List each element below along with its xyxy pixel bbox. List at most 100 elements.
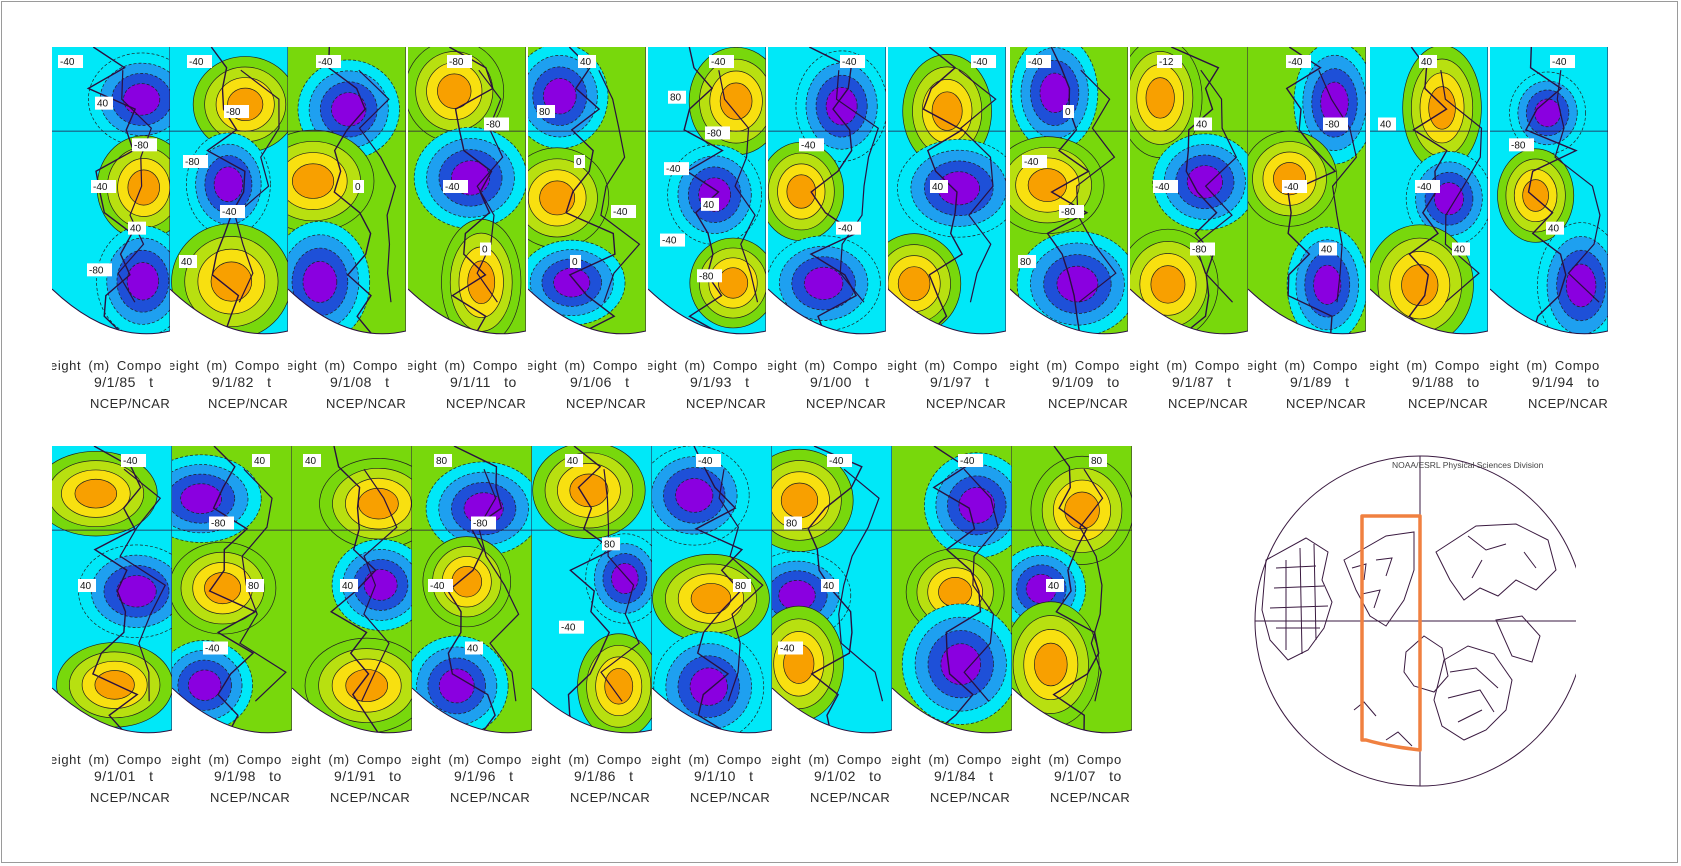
caption-variable: eight (m) Compo — [532, 752, 642, 767]
panel-caption: eight (m) Compo 9/1/09 to NCEP/NCAR — [1010, 358, 1128, 420]
contour-label-box — [428, 579, 453, 592]
positive-anomaly-contour — [718, 267, 749, 299]
contour-label: -80 — [134, 140, 149, 151]
panel-caption: eight (m) Compo 9/1/07 to NCEP/NCAR — [1012, 752, 1132, 814]
panel-caption: eight (m) Compo 9/1/97 t NCEP/NCAR — [888, 358, 1006, 420]
positive-anomaly-contour — [897, 266, 931, 302]
coastline — [208, 446, 257, 733]
caption-date: 9/1/00 — [810, 374, 852, 390]
contour-label-box — [78, 579, 96, 592]
contour-label: 40 — [1196, 120, 1208, 131]
contour-label-box — [660, 233, 685, 247]
positive-anomaly-contour — [74, 478, 118, 509]
negative-anomaly-contour — [1320, 81, 1349, 125]
map-boundary — [528, 47, 646, 335]
contour-label: -40 — [60, 57, 75, 68]
caption-source: NCEP/NCAR — [1528, 396, 1608, 411]
coastline — [1318, 69, 1357, 303]
caption-source: NCEP/NCAR — [1048, 396, 1128, 411]
caption-date-line: 9/1/85 t — [94, 374, 154, 390]
caption-date-tail: t — [267, 374, 272, 390]
contour-label: 80 — [786, 519, 798, 530]
caption-date: 9/1/88 — [1412, 374, 1454, 390]
contour-label: -80 — [1192, 245, 1207, 256]
map-boundary — [52, 446, 172, 734]
coastline — [922, 47, 964, 334]
caption-variable: eight (m) Compo — [52, 752, 162, 767]
caption-date: 9/1/91 — [334, 768, 376, 784]
contour-label-box — [1194, 117, 1212, 131]
contour-label: -80 — [211, 519, 226, 530]
caption-date-line: 9/1/11 to — [450, 374, 517, 390]
anomaly-map: -40 40 -80 -40 40 -80 — [52, 47, 170, 335]
coastline — [958, 69, 997, 303]
contour-label: -40 — [838, 224, 853, 235]
caption-variable: eight (m) Compo — [1012, 752, 1122, 767]
anomaly-map: -40 0 -40 -80 80 — [1010, 47, 1128, 335]
caption-date-line: 9/1/87 t — [1172, 374, 1232, 390]
contour-label: -40 — [666, 164, 681, 175]
panel-caption: eight (m) Compo 9/1/08 t NCEP/NCAR — [288, 358, 406, 420]
map-boundary — [1012, 446, 1132, 734]
contour-label-box — [1022, 155, 1047, 168]
contour-label: -40 — [123, 456, 138, 467]
map-boundary — [1130, 47, 1248, 335]
contour-label-box — [930, 180, 948, 193]
caption-date-tail: to — [504, 374, 517, 390]
contour-label-box — [827, 454, 852, 467]
contour-label-box — [1452, 242, 1470, 256]
contour-label: -40 — [613, 207, 628, 218]
contour-label: 80 — [436, 456, 448, 467]
caption-date-line: 9/1/00 t — [810, 374, 870, 390]
anomaly-map: 40 40 — [292, 446, 412, 734]
contour-label: -40 — [561, 623, 576, 634]
contour-label: 0 — [1065, 107, 1071, 118]
contour-label: -80 — [226, 107, 241, 118]
contour-label-box — [209, 516, 234, 530]
panel-caption: eight (m) Compo 9/1/85 t NCEP/NCAR — [52, 358, 170, 420]
contour-label: 40 — [1421, 57, 1433, 68]
anomaly-map: -40 80 — [652, 446, 772, 734]
negative-anomaly-contour — [1434, 182, 1464, 216]
contour-label: -40 — [973, 57, 988, 68]
caption-date-tail: to — [389, 768, 402, 784]
composite-panel-9-1-82: -40 -80 -80 -40 40 — [170, 47, 288, 337]
composite-panel-9-1-08: -40 0 — [288, 47, 406, 337]
contour-label: -40 — [960, 456, 975, 467]
caption-source: NCEP/NCAR — [570, 790, 651, 805]
contour-label: -80 — [89, 265, 104, 276]
contour-label-box — [252, 454, 270, 467]
contour-label-box — [132, 138, 157, 152]
caption-variable: eight (m) Compo — [52, 358, 162, 373]
panel-caption: eight (m) Compo 9/1/94 to NCEP/NCAR — [1490, 358, 1608, 420]
caption-variable: eight (m) Compo — [1010, 358, 1120, 373]
composite-panel-9-1-97: -40 40 — [888, 47, 1006, 337]
map-boundary — [172, 446, 292, 734]
positive-anomaly-contour — [345, 669, 389, 703]
coastline — [1079, 468, 1104, 702]
contour-label-box — [316, 55, 341, 68]
positive-anomaly-contour — [204, 572, 242, 605]
caption-date: 9/1/07 — [1054, 768, 1096, 784]
caption-date: 9/1/89 — [1290, 374, 1332, 390]
positive-anomaly-contour — [1428, 86, 1456, 130]
contour-label: -40 — [222, 207, 237, 218]
coastline — [838, 468, 884, 702]
caption-date-line: 9/1/98 to — [214, 768, 282, 784]
negative-anomaly-contour — [825, 86, 858, 126]
negative-anomaly-contour — [553, 267, 591, 298]
panel-caption: eight (m) Compo 9/1/88 to NCEP/NCAR — [1370, 358, 1488, 420]
coastline — [1052, 446, 1100, 733]
caption-date-tail: t — [509, 768, 514, 784]
panel-caption: eight (m) Compo 9/1/87 t NCEP/NCAR — [1130, 358, 1248, 420]
composite-panel-9-1-00: -40 -40 -40 — [768, 47, 886, 337]
caption-variable: eight (m) Compo — [772, 752, 882, 767]
caption-source: NCEP/NCAR — [930, 790, 1011, 805]
contour-label: 0 — [576, 157, 582, 168]
caption-date-line: 9/1/91 to — [334, 768, 402, 784]
contour-label: 80 — [1091, 456, 1103, 467]
positive-anomaly-contour — [1034, 642, 1068, 687]
map-boundary — [652, 446, 772, 734]
panel-caption: eight (m) Compo 9/1/01 t NCEP/NCAR — [52, 752, 172, 814]
coastline — [327, 47, 375, 334]
